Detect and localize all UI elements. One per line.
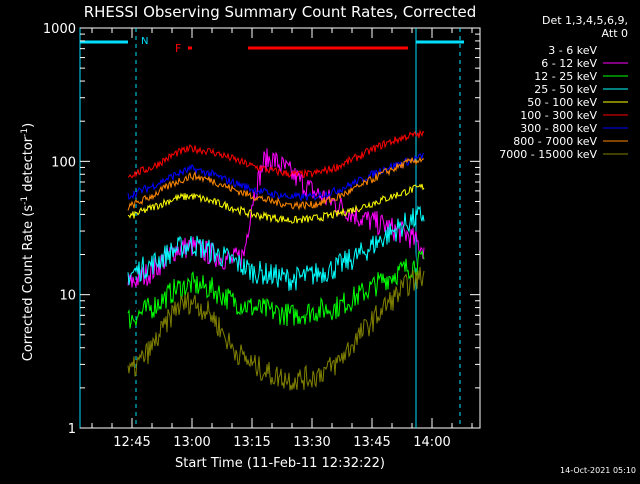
y-tick-label: 1 xyxy=(68,422,76,437)
series-line-1 xyxy=(127,148,425,288)
y-axis-label: Corrected Count Rate (s-1 detector-1) xyxy=(20,123,36,361)
footer-timestamp: 14-Oct-2021 05:10 xyxy=(560,466,636,475)
y-tick-label: 1000 xyxy=(43,22,76,37)
y-axis-label-sup1: -1 xyxy=(20,196,30,205)
series-line-5 xyxy=(127,129,425,179)
x-tick-label: 14:00 xyxy=(413,435,450,450)
x-tick-label: 12:45 xyxy=(113,435,150,450)
legend-label: 6 - 12 keV xyxy=(541,57,597,70)
series-line-0 xyxy=(127,152,425,347)
series-line-8 xyxy=(127,266,425,391)
series-line-7 xyxy=(127,156,425,211)
legend-header-line2: Att 0 xyxy=(602,27,628,40)
y-tick-label: 100 xyxy=(51,155,76,170)
legend-label: 50 - 100 keV xyxy=(527,96,597,109)
y-axis-label-main: Corrected Count Rate (s xyxy=(21,205,36,362)
series-layer xyxy=(127,129,425,391)
y-axis-label-mid: detector xyxy=(21,136,36,196)
x-tick-label: 13:00 xyxy=(173,435,210,450)
observing-markers: NF xyxy=(79,28,464,428)
chart-title: RHESSI Observing Summary Count Rates, Co… xyxy=(84,3,477,21)
series-line-3 xyxy=(127,205,425,291)
legend-label: 7000 - 15000 keV xyxy=(499,148,597,161)
night-label: N xyxy=(141,36,148,47)
legend-label: 300 - 800 keV xyxy=(520,122,597,135)
x-tick-labels: 12:45 13:00 13:15 13:30 13:45 14:00 xyxy=(91,28,473,450)
legend-label: 12 - 25 keV xyxy=(534,70,597,83)
legend-label: 25 - 50 keV xyxy=(534,83,597,96)
x-tick-label: 13:15 xyxy=(233,435,270,450)
legend-label: 800 - 7000 keV xyxy=(513,135,597,148)
series-line-6 xyxy=(127,152,425,202)
y-axis-label-end: ) xyxy=(21,123,36,128)
y-tick-labels: 1 10 100 1000 xyxy=(43,22,480,437)
series-line-4 xyxy=(127,183,425,224)
legend-label: 100 - 300 keV xyxy=(520,109,597,122)
x-tick-label: 13:45 xyxy=(353,435,390,450)
y-axis-label-sup2: -1 xyxy=(20,128,30,137)
legend-label: 3 - 6 keV xyxy=(548,44,597,57)
legend-header-line1: Det 1,3,4,5,6,9, xyxy=(542,14,628,27)
series-line-2 xyxy=(127,250,425,329)
y-tick-label: 10 xyxy=(59,289,76,304)
x-axis-label: Start Time (11-Feb-11 12:32:22) xyxy=(175,456,385,471)
x-tick-label: 13:30 xyxy=(293,435,330,450)
flare-label: F xyxy=(175,42,181,55)
